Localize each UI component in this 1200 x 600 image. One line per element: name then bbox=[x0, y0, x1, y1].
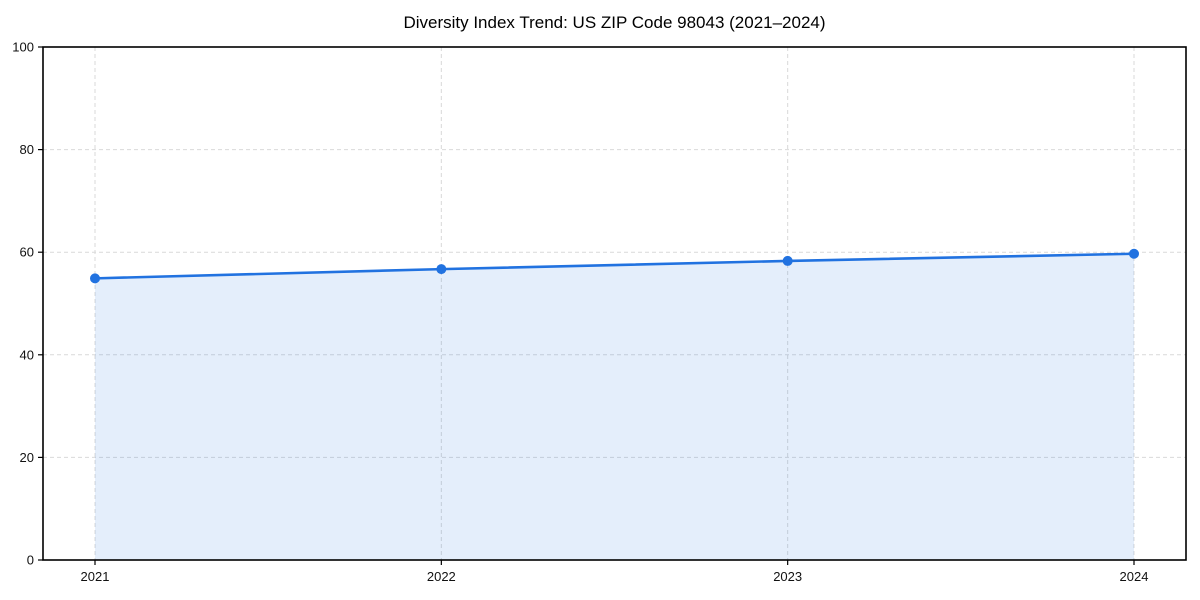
y-tick-label: 0 bbox=[27, 553, 34, 568]
data-point-2024 bbox=[1129, 248, 1139, 259]
y-tick-label: 60 bbox=[20, 245, 34, 260]
plot-frame bbox=[42, 46, 1187, 561]
x-tick-label: 2023 bbox=[773, 569, 802, 584]
x-tick-label: 2024 bbox=[1120, 569, 1149, 584]
data-point-2023 bbox=[782, 255, 793, 266]
y-tick-label: 20 bbox=[20, 450, 34, 465]
x-tick-label: 2021 bbox=[81, 569, 110, 584]
x-tick-label: 2022 bbox=[427, 569, 456, 584]
y-tick-label: 100 bbox=[12, 40, 34, 55]
data-point-2021 bbox=[90, 273, 100, 284]
data-point-2022 bbox=[436, 264, 447, 275]
area-fill bbox=[95, 253, 1134, 560]
trend-line bbox=[93, 252, 1136, 280]
y-tick-label: 80 bbox=[20, 142, 34, 157]
y-tick-label: 40 bbox=[20, 347, 34, 362]
chart-title: Diversity Index Trend: US ZIP Code 98043… bbox=[403, 13, 826, 32]
